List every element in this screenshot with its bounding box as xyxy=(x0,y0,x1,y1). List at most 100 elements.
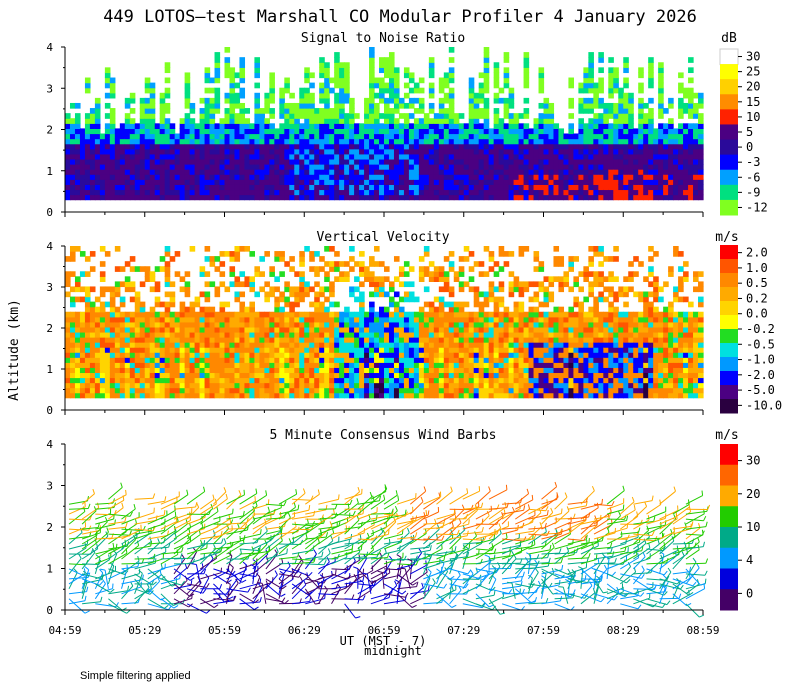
snr-cell xyxy=(169,164,176,170)
snr-cell xyxy=(229,174,236,180)
snr-cell xyxy=(329,113,335,119)
snr-cell xyxy=(309,158,315,165)
vv-cell xyxy=(359,337,365,343)
snr-cell xyxy=(194,164,201,170)
snr-cell xyxy=(438,123,445,129)
snr-cell xyxy=(379,158,385,165)
snr-cell xyxy=(154,164,161,170)
vv-cell xyxy=(543,321,550,328)
vv-cell xyxy=(179,326,186,333)
snr-cell xyxy=(299,87,305,94)
vv-cell xyxy=(339,261,345,267)
snr-cell xyxy=(349,133,355,140)
vv-cell xyxy=(533,306,540,313)
snr-cell xyxy=(523,148,530,155)
snr-cell xyxy=(408,158,415,165)
snr-cell xyxy=(423,184,430,191)
vv-cell xyxy=(533,316,540,323)
snr-cell xyxy=(284,179,290,185)
snr-cell xyxy=(224,67,231,74)
snr-cell xyxy=(364,148,370,155)
snr-cell xyxy=(359,158,365,165)
vv-cell xyxy=(458,306,465,313)
vv-cell xyxy=(359,347,365,353)
snr-cell xyxy=(578,189,584,196)
snr-cell xyxy=(109,87,116,94)
snr-cell xyxy=(673,179,679,185)
snr-cell xyxy=(374,92,380,99)
snr-cell xyxy=(224,62,231,68)
vv-cell xyxy=(274,276,280,282)
snr-cell xyxy=(174,158,181,165)
snr-cell xyxy=(458,153,465,160)
snr-cell xyxy=(478,138,485,145)
snr-cell xyxy=(613,158,619,165)
vv-cell xyxy=(473,357,480,363)
vv-cell xyxy=(299,357,305,363)
snr-cell xyxy=(448,158,455,165)
vv-cell xyxy=(84,362,91,368)
vv-cell xyxy=(144,377,151,384)
snr-cell xyxy=(693,153,699,160)
vv-cell xyxy=(428,337,435,343)
snr-cell xyxy=(139,143,146,150)
vv-cell xyxy=(219,251,226,257)
vv-cell xyxy=(89,251,96,257)
snr-cell xyxy=(214,57,221,63)
vv-cell xyxy=(463,246,470,252)
snr-cell xyxy=(229,164,236,170)
vv-cell xyxy=(274,331,280,338)
snr-cell xyxy=(633,138,639,145)
vv-cell xyxy=(299,392,305,399)
vv-cell xyxy=(69,301,76,308)
snr-cell xyxy=(438,194,445,201)
snr-cell xyxy=(74,123,81,129)
snr-cell xyxy=(648,82,654,89)
snr-cell xyxy=(149,189,156,196)
snr-cell xyxy=(324,143,330,150)
snr-cell xyxy=(234,128,241,135)
vv-cell xyxy=(344,261,350,267)
vv-cell xyxy=(543,291,550,298)
snr-cell xyxy=(613,169,619,175)
snr-cell xyxy=(244,174,251,180)
vv-cell xyxy=(149,367,156,374)
snr-cell xyxy=(364,102,370,109)
snr-cell xyxy=(219,158,226,165)
vv-cell xyxy=(279,372,285,379)
snr-cell xyxy=(334,184,340,191)
snr-cell xyxy=(184,153,191,160)
snr-cell xyxy=(214,184,221,191)
vv-cell xyxy=(483,316,490,323)
vv-cell xyxy=(558,357,565,363)
snr-cell xyxy=(538,189,545,196)
vv-cell xyxy=(214,352,221,358)
vv-cell xyxy=(279,251,285,257)
vv-cell xyxy=(398,281,405,288)
vv-cell xyxy=(144,372,151,379)
snr-cell xyxy=(154,179,161,185)
vv-cell xyxy=(304,246,310,252)
snr-cell xyxy=(608,179,614,185)
snr-cell xyxy=(623,102,629,109)
vv-cell xyxy=(329,362,335,368)
vv-cell xyxy=(324,331,330,338)
vv-cell xyxy=(458,316,465,323)
vv-cell xyxy=(334,251,340,257)
snr-cell xyxy=(144,113,151,119)
vv-cell xyxy=(369,362,375,368)
vv-cell xyxy=(493,377,500,384)
vv-cell xyxy=(349,256,355,262)
snr-cell xyxy=(453,194,460,201)
vv-cell xyxy=(548,276,555,282)
snr-cell xyxy=(154,128,161,135)
snr-cell xyxy=(598,87,604,94)
snr-cell xyxy=(628,102,634,109)
snr-cell xyxy=(583,108,589,114)
snr-cell xyxy=(463,174,470,180)
snr-cell xyxy=(159,184,166,191)
snr-cell xyxy=(79,153,86,160)
vv-cell xyxy=(314,296,320,303)
snr-cell xyxy=(618,153,624,160)
vv-cell xyxy=(194,321,201,328)
